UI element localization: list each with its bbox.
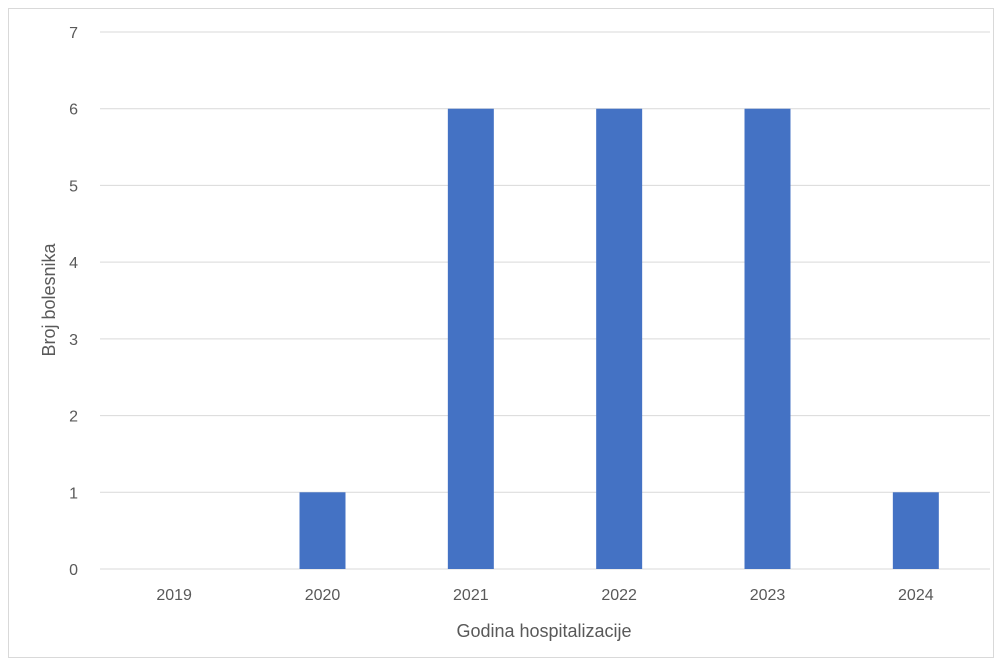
y-tick-label: 3 bbox=[69, 332, 78, 349]
x-tick-label: 2019 bbox=[156, 587, 192, 604]
bar-2023 bbox=[744, 108, 791, 569]
x-tick-label: 2023 bbox=[750, 587, 786, 604]
y-tick-labels: 0 1 2 3 4 5 6 7 bbox=[69, 25, 78, 579]
bar-2021 bbox=[447, 108, 494, 569]
x-tick-label: 2021 bbox=[453, 587, 489, 604]
bars bbox=[299, 108, 939, 569]
chart-frame bbox=[8, 8, 994, 658]
gridlines bbox=[100, 31, 990, 570]
bar-2020 bbox=[299, 492, 346, 569]
x-tick-label: 2022 bbox=[601, 587, 637, 604]
y-tick-label: 7 bbox=[69, 25, 78, 42]
y-tick-label: 2 bbox=[69, 409, 78, 426]
y-axis-title: Broj bolesnika bbox=[39, 242, 59, 356]
bar-2024 bbox=[892, 492, 939, 569]
y-tick-label: 0 bbox=[69, 562, 78, 579]
y-tick-label: 5 bbox=[69, 178, 78, 195]
x-tick-label: 2024 bbox=[898, 587, 934, 604]
y-tick-label: 1 bbox=[69, 485, 78, 502]
y-tick-label: 4 bbox=[69, 255, 78, 272]
x-tick-label: 2020 bbox=[305, 587, 341, 604]
bar-2022 bbox=[596, 108, 643, 569]
y-tick-label: 6 bbox=[69, 102, 78, 119]
x-axis-title: Godina hospitalizacije bbox=[456, 621, 631, 641]
x-tick-labels: 2019 2020 2021 2022 2023 2024 bbox=[156, 587, 933, 604]
